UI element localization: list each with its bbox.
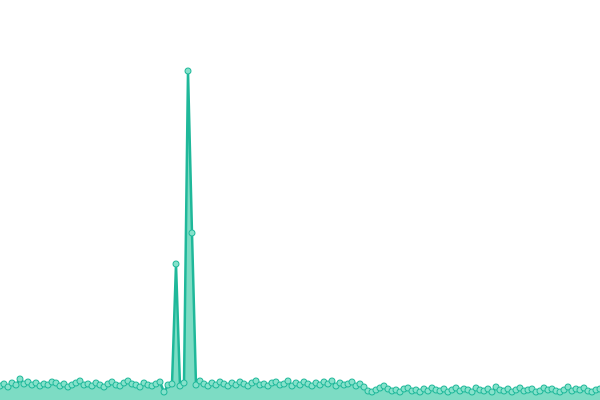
point-marker [136,383,144,391]
point-marker [596,385,600,393]
point-marker [172,260,180,268]
point-marker [252,377,260,385]
point-marker [348,378,356,386]
point-marker [168,380,176,388]
point-marker [16,375,24,383]
point-marker [12,381,20,389]
point-marker [180,379,188,387]
area-fill [0,71,600,400]
point-marker [76,377,84,385]
point-marker [468,388,476,396]
point-marker [564,383,572,391]
point-marker [192,381,200,389]
point-marker [328,377,336,385]
point-marker [4,383,12,391]
area-line [0,69,600,394]
point-marker [160,388,168,396]
point-marker [488,388,496,396]
point-marker [188,229,196,237]
point-marker [284,377,292,385]
point-marker [156,378,164,386]
point-marker [360,383,368,391]
point-marker [184,67,192,75]
